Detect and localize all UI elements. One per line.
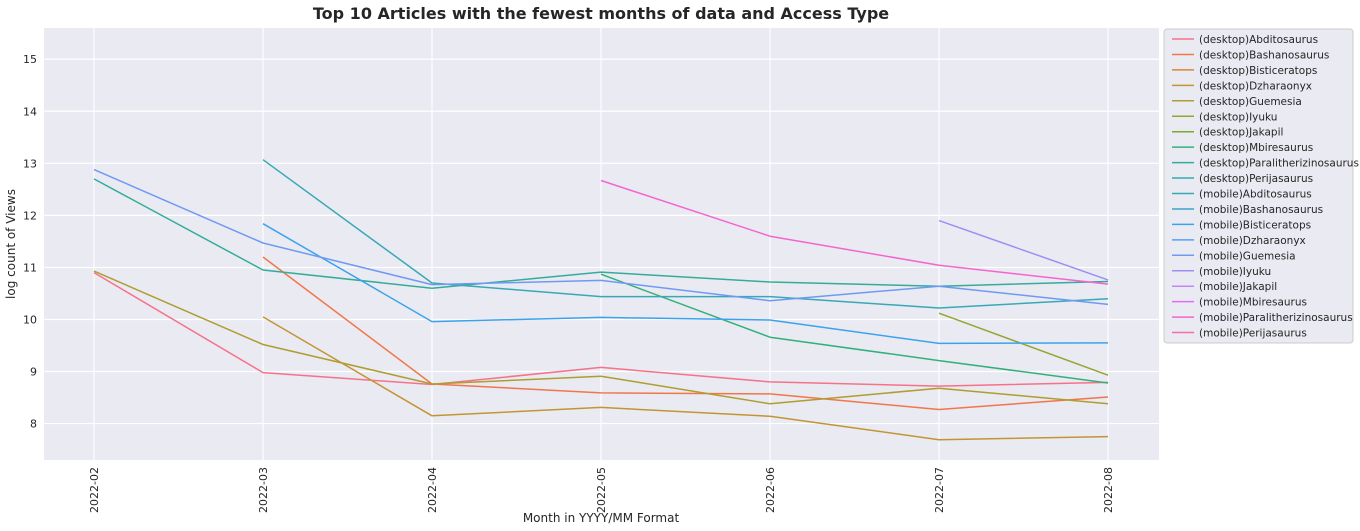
y-tick-label: 15	[23, 53, 37, 66]
legend: (desktop)Abditosaurus (desktop)Bashanosau…	[1163, 28, 1359, 344]
series-line	[938, 312, 1109, 376]
x-tick-label: 2022-05	[595, 467, 608, 513]
x-tick-label: 2022-02	[88, 467, 101, 513]
y-tick-label: 11	[23, 261, 37, 274]
chart-title: Top 10 Articles with the fewest months o…	[313, 4, 889, 23]
series-line	[600, 179, 1109, 285]
legend-entry: (mobile)Paralitherizinosaurus	[1199, 312, 1353, 324]
y-tick-label: 13	[23, 157, 37, 170]
y-axis-label: log count of Views	[4, 189, 18, 299]
legend-entry: (mobile)Bisticeratops	[1199, 219, 1311, 231]
y-tick-label: 9	[30, 366, 37, 379]
y-tick-label: 14	[23, 105, 37, 118]
legend-frame	[1163, 28, 1354, 344]
series-line	[262, 159, 1109, 309]
x-axis-label: Month in YYYY/MM Format	[523, 511, 680, 525]
series-line	[262, 316, 1109, 441]
series-line	[93, 271, 1109, 387]
legend-entry: (desktop)Bisticeratops	[1199, 65, 1317, 77]
legend-entry: (desktop)Jakapil	[1199, 127, 1283, 139]
legend-entry: (mobile)Iyuku	[1199, 266, 1271, 278]
legend-entry: (mobile)Bashanosaurus	[1199, 204, 1323, 216]
legend-entry: (desktop)Abditosaurus	[1199, 34, 1318, 46]
series-line	[938, 219, 1109, 281]
legend-entry: (desktop)Mbiresaurus	[1199, 142, 1313, 154]
x-tick-label: 2022-03	[257, 467, 270, 513]
series-line	[600, 273, 1109, 384]
legend-entry: (mobile)Jakapil	[1199, 281, 1277, 293]
legend-entry: (mobile)Dzharaonyx	[1199, 235, 1306, 247]
series-line	[262, 223, 1109, 345]
legend-entry: (mobile)Guemesia	[1199, 250, 1296, 262]
legend-entry: (desktop)Iyuku	[1199, 111, 1277, 123]
x-tick-label: 2022-07	[933, 467, 946, 513]
grid-lines	[44, 28, 1159, 460]
x-tick-label: 2022-06	[764, 467, 777, 513]
series-lines	[93, 159, 1109, 441]
legend-entry: (mobile)Mbiresaurus	[1199, 297, 1307, 309]
x-tick-label: 2022-08	[1102, 467, 1115, 513]
x-tick-labels: 2022-02 2022-03 2022-04 2022-05 2022-06 2022-…	[88, 467, 1115, 513]
legend-entry: (desktop)Paralitherizinosaurus	[1199, 158, 1359, 170]
legend-entry: (mobile)Perijasaurus	[1199, 328, 1307, 340]
series-line	[262, 256, 1109, 411]
series-line	[93, 270, 1109, 405]
y-tick-label: 10	[23, 313, 37, 326]
y-tick-labels: 8 9 10 11 12 13 14 15	[23, 53, 37, 430]
series-line	[93, 168, 1109, 306]
legend-entry: (desktop)Guemesia	[1199, 96, 1302, 108]
legend-entry: (desktop)Dzharaonyx	[1199, 80, 1312, 92]
y-tick-label: 8	[30, 418, 37, 431]
x-tick-label: 2022-04	[426, 467, 439, 513]
legend-entry: (mobile)Abditosaurus	[1199, 189, 1312, 201]
legend-entry: (desktop)Bashanosaurus	[1199, 49, 1329, 61]
legend-entry: (desktop)Perijasaurus	[1199, 173, 1313, 185]
y-tick-label: 12	[23, 209, 37, 222]
